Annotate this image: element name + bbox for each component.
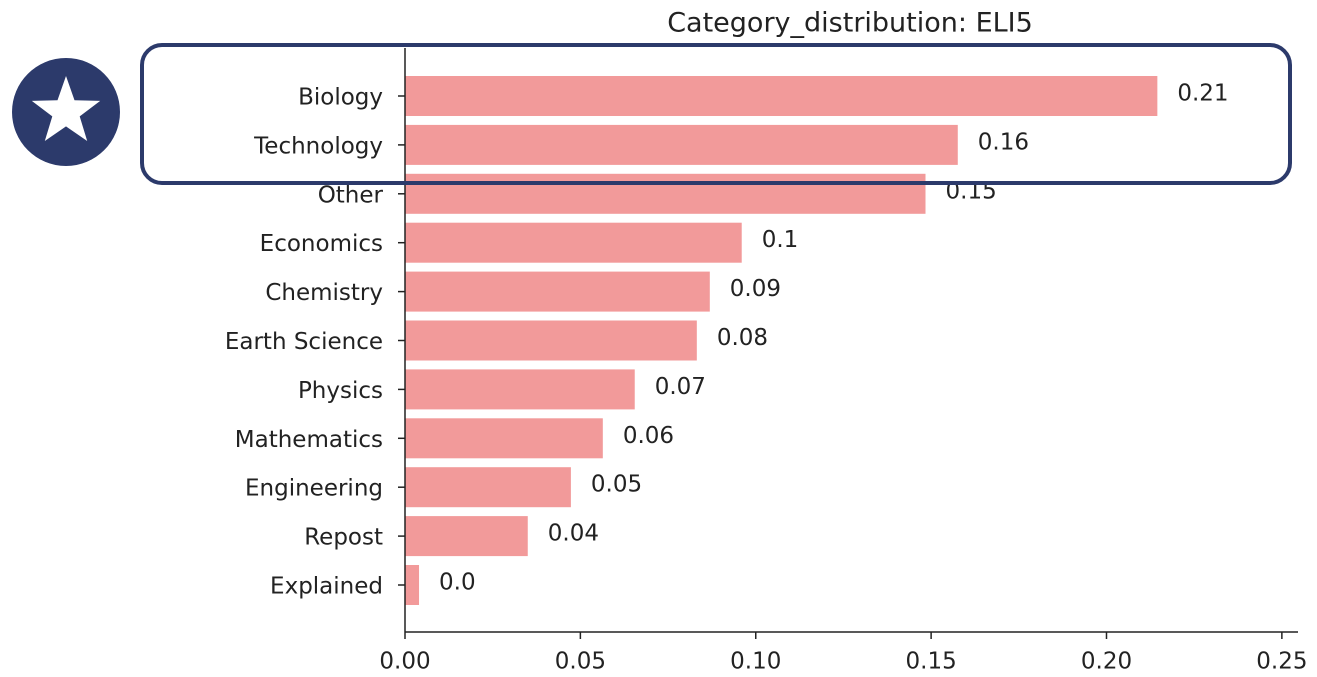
bar [405, 76, 1158, 116]
value-label: 0.08 [717, 325, 768, 351]
x-tick-label: 0.10 [730, 649, 781, 675]
value-label: 0.05 [591, 472, 642, 498]
value-label: 0.0 [439, 570, 476, 596]
bar [405, 173, 926, 214]
chart-title: Category_distribution: ELI5 [667, 8, 1033, 39]
star-badge [12, 58, 120, 166]
x-tick-label: 0.00 [379, 649, 430, 675]
value-label: 0.21 [1177, 81, 1228, 107]
value-label: 0.06 [623, 423, 674, 449]
bar [405, 369, 635, 410]
value-label: 0.09 [730, 276, 781, 302]
plot-area: 0.00 0.05 0.10 0.15 0.20 0.25 Biology 0.21 Techn… [225, 76, 1307, 675]
value-label: 0.04 [548, 521, 599, 547]
highlight-box [140, 43, 1292, 185]
y-tick-label: Biology [298, 85, 383, 111]
value-label: 0.16 [978, 129, 1029, 155]
bar [405, 418, 603, 459]
bar [405, 467, 571, 508]
y-tick-label: Mathematics [235, 427, 383, 453]
y-tick-label: Repost [304, 525, 383, 551]
x-tick-label: 0.15 [906, 649, 957, 675]
bar [405, 320, 697, 361]
bar [405, 124, 958, 165]
bar [405, 565, 420, 605]
y-tick-label: Technology [253, 133, 383, 159]
y-tick-label: Explained [270, 574, 383, 600]
value-label: 0.07 [655, 374, 706, 400]
bar [405, 271, 710, 312]
bar [405, 516, 528, 557]
y-tick-label: Economics [260, 231, 383, 257]
x-tick-label: 0.05 [555, 649, 606, 675]
x-tick-label: 0.20 [1081, 649, 1132, 675]
y-tick-label: Engineering [245, 476, 383, 502]
value-label: 0.1 [762, 227, 799, 253]
y-tick-label: Earth Science [225, 329, 383, 355]
bar [405, 222, 742, 263]
y-tick-label: Physics [298, 378, 383, 404]
x-tick-label: 0.25 [1256, 649, 1307, 675]
y-tick-label: Other [318, 182, 384, 208]
y-tick-label: Chemistry [265, 280, 383, 306]
